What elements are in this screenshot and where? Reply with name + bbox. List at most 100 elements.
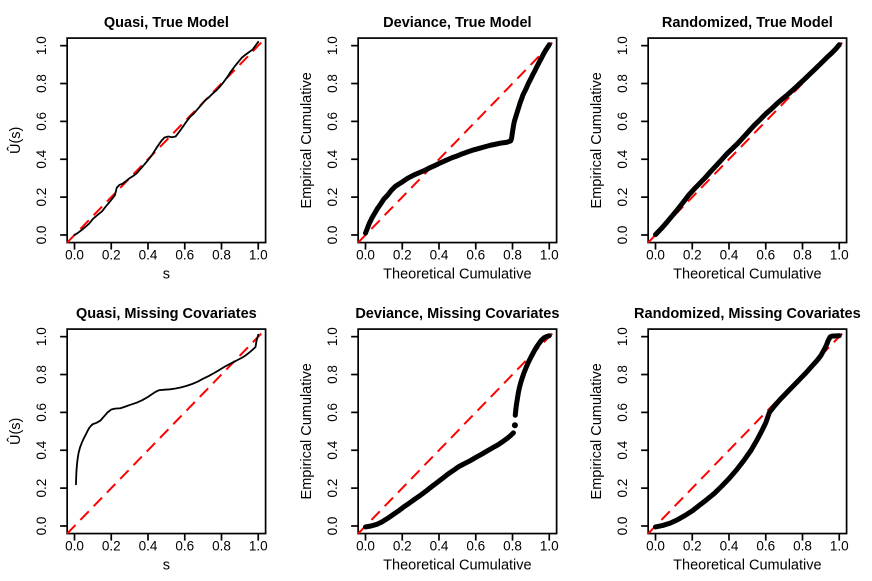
x-tick-label: 0.8 [793, 248, 812, 263]
plot-box [66, 37, 267, 244]
x-tick-label: 0.0 [65, 248, 84, 263]
y-tick-label: 1.0 [34, 327, 49, 346]
plot-title: Quasi, True Model [104, 15, 229, 31]
y-tick-label: 0.4 [325, 440, 340, 459]
x-tick-label: 0.4 [429, 248, 448, 263]
y-tick-label: 0.4 [325, 149, 340, 168]
plot-box [66, 327, 267, 535]
y-tick-label: 0.6 [615, 112, 630, 131]
y-axis-label: Empirical Cumulative [299, 363, 315, 499]
x-tick-label: 1.0 [540, 248, 559, 263]
plot-svg: Randomized, Missing Covariates 0.0 0.2 0.4 0… [589, 306, 861, 574]
y-tick-label: 0.8 [615, 365, 630, 384]
plot-box [647, 327, 848, 535]
x-tick-label: 0.0 [646, 248, 665, 263]
x-tick-label: 1.0 [249, 538, 268, 553]
reference-line [357, 328, 557, 534]
panel-randomized-true-model: Randomized, True Model 0.0 0.2 0.4 0.6 0.8 1.0… [581, 0, 872, 291]
plot-title: Randomized, True Model [662, 15, 833, 31]
y-tick-label: 0.4 [615, 149, 630, 168]
x-tick-label: 1.0 [540, 538, 559, 553]
plot-title: Deviance, True Model [383, 15, 531, 31]
y-tick-label: 0.4 [34, 149, 49, 168]
y-tick-label: 1.0 [325, 36, 340, 55]
y-tick-label: 0.6 [325, 112, 340, 131]
y-tick-label: 0.0 [615, 226, 630, 245]
x-tick-label: 0.4 [429, 538, 448, 553]
y-tick-label: 0.2 [325, 478, 340, 497]
x-axis-label: Theoretical Cumulative [383, 267, 531, 283]
y-tick-label: 0.0 [325, 516, 340, 535]
data-point [511, 421, 518, 428]
x-tick-label: 0.8 [212, 538, 231, 553]
x-axis-label: Theoretical Cumulative [673, 267, 821, 283]
x-axis-label: s [163, 267, 170, 283]
y-tick-label: 0.6 [615, 403, 630, 422]
x-tick-label: 0.6 [175, 538, 194, 553]
panel-quasi-true-model: Quasi, True Model 0.0 0.2 0.4 0.6 0.8 1.0 0.0 0.… [0, 0, 291, 291]
y-tick-label: 0.2 [34, 188, 49, 207]
data-curve [653, 332, 843, 530]
y-axis-label: Empirical Cumulative [589, 363, 605, 499]
plot-box [356, 37, 558, 244]
x-tick-label: 0.2 [102, 248, 121, 263]
x-tick-label: 0.2 [393, 538, 412, 553]
data-curve [512, 332, 552, 418]
plot-title: Quasi, Missing Covariates [76, 306, 257, 322]
panel-deviance-missing-covariates: Deviance, Missing Covariates 0.0 0.2 0.4 0.6… [291, 291, 582, 581]
panel-quasi-missing-covariates: Quasi, Missing Covariates 0.0 0.2 0.4 0.6 0.8… [0, 291, 291, 581]
y-tick-label: 0.8 [325, 365, 340, 384]
y-tick-label: 0.6 [34, 112, 49, 131]
x-tick-label: 0.6 [466, 248, 485, 263]
y-axis-label: Empirical Cumulative [589, 72, 605, 208]
y-axis-label: Û(s) [7, 417, 24, 444]
y-tick-label: 1.0 [615, 36, 630, 55]
x-tick-label: 0.4 [139, 538, 158, 553]
plot-box [356, 327, 558, 535]
y-tick-label: 0.4 [34, 440, 49, 459]
y-tick-label: 0.8 [615, 74, 630, 93]
x-tick-label: 0.6 [757, 248, 776, 263]
y-axis-label: Empirical Cumulative [299, 72, 315, 208]
data-curve [75, 333, 260, 485]
y-tick-label: 0.2 [615, 478, 630, 497]
x-tick-label: 1.0 [830, 538, 849, 553]
plot-svg: Quasi, True Model 0.0 0.2 0.4 0.6 0.8 1.0 0.0 0.… [7, 15, 268, 283]
reference-line [66, 37, 267, 244]
x-tick-label: 1.0 [249, 248, 268, 263]
plot-svg: Quasi, Missing Covariates 0.0 0.2 0.4 0.6 0.8… [7, 306, 268, 574]
x-tick-label: 0.2 [683, 538, 702, 553]
x-tick-label: 0.8 [212, 248, 231, 263]
x-tick-label: 0.0 [65, 538, 84, 553]
x-tick-label: 1.0 [830, 248, 849, 263]
y-tick-label: 0.0 [34, 226, 49, 245]
y-tick-label: 0.8 [325, 74, 340, 93]
x-tick-label: 0.2 [393, 248, 412, 263]
reference-line [357, 37, 557, 244]
x-tick-label: 0.4 [720, 538, 739, 553]
x-tick-label: 0.0 [646, 538, 665, 553]
x-tick-label: 0.6 [175, 248, 194, 263]
x-axis-label: s [163, 557, 170, 573]
y-tick-label: 1.0 [615, 327, 630, 346]
x-tick-label: 0.8 [503, 248, 522, 263]
panel-deviance-true-model: Deviance, True Model 0.0 0.2 0.4 0.6 0.8 1.0 0.… [291, 0, 582, 291]
x-tick-label: 0.2 [683, 248, 702, 263]
x-tick-label: 0.0 [356, 538, 375, 553]
y-tick-label: 0.0 [615, 516, 630, 535]
y-tick-label: 0.0 [34, 516, 49, 535]
y-tick-label: 0.2 [615, 188, 630, 207]
x-tick-label: 0.6 [466, 538, 485, 553]
y-tick-label: 0.6 [34, 403, 49, 422]
plot-svg: Deviance, Missing Covariates 0.0 0.2 0.4 0.6… [299, 306, 559, 574]
y-tick-label: 0.6 [325, 403, 340, 422]
y-tick-label: 0.8 [34, 74, 49, 93]
y-tick-label: 0.8 [34, 365, 49, 384]
data-curve [362, 42, 552, 236]
x-tick-label: 0.8 [503, 538, 522, 553]
x-tick-label: 0.0 [356, 248, 375, 263]
x-tick-label: 0.2 [102, 538, 121, 553]
plot-svg: Randomized, True Model 0.0 0.2 0.4 0.6 0.8 1.0… [589, 15, 849, 283]
x-axis-label: Theoretical Cumulative [673, 557, 821, 573]
